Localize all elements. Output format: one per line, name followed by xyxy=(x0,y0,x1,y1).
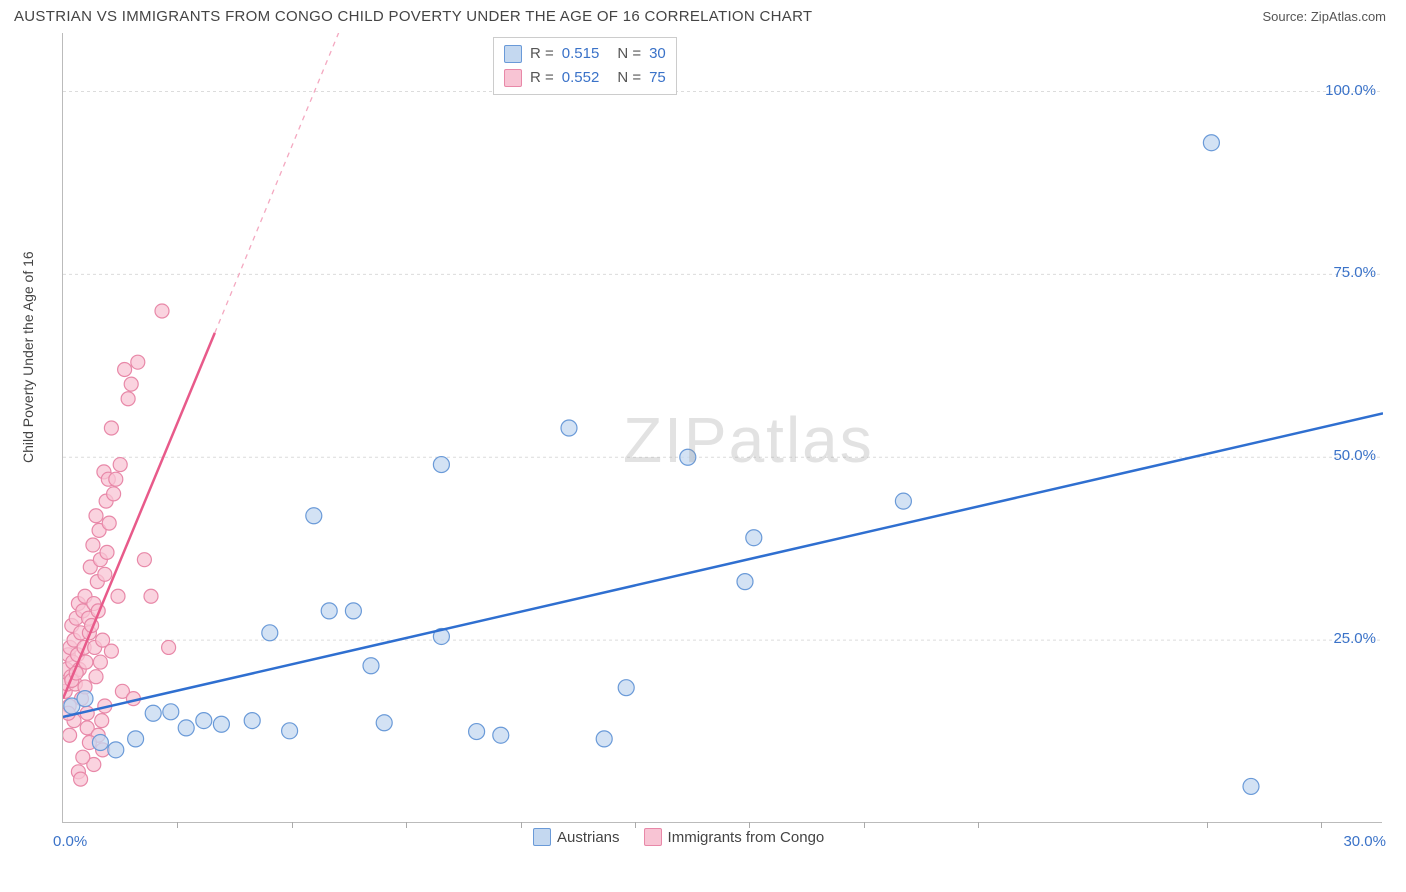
x-tick xyxy=(864,822,865,828)
x-tick xyxy=(1321,822,1322,828)
x-tick xyxy=(635,822,636,828)
r-label: R = xyxy=(530,42,554,66)
scatter-plot: R = 0.515 N = 30 R = 0.552 N = 75 ZIPatl… xyxy=(62,33,1382,823)
swatch-blue-icon xyxy=(504,45,522,63)
r-value-austrians: 0.515 xyxy=(562,42,600,66)
n-value-congo: 75 xyxy=(649,66,666,90)
y-tick-label: 100.0% xyxy=(1316,82,1376,99)
x-tick xyxy=(177,822,178,828)
legend-row-austrians: R = 0.515 N = 30 xyxy=(504,42,666,66)
n-value-austrians: 30 xyxy=(649,42,666,66)
swatch-pink-icon xyxy=(504,69,522,87)
legend-item-congo: Immigrants from Congo xyxy=(644,828,825,846)
y-tick-label: 25.0% xyxy=(1316,630,1376,647)
legend-label: Immigrants from Congo xyxy=(668,829,825,846)
x-tick xyxy=(406,822,407,828)
x-tick xyxy=(1207,822,1208,828)
y-axis-label: Child Poverty Under the Age of 16 xyxy=(20,251,36,463)
correlation-legend: R = 0.515 N = 30 R = 0.552 N = 75 xyxy=(493,37,677,95)
x-axis-min-label: 0.0% xyxy=(53,833,87,850)
source-attribution: Source: ZipAtlas.com xyxy=(1262,9,1386,24)
x-tick xyxy=(978,822,979,828)
y-tick-label: 50.0% xyxy=(1316,447,1376,464)
swatch-blue-icon xyxy=(533,828,551,846)
legend-label: Austrians xyxy=(557,829,620,846)
r-value-congo: 0.552 xyxy=(562,66,600,90)
series-legend: Austrians Immigrants from Congo xyxy=(533,828,824,846)
x-tick xyxy=(749,822,750,828)
legend-item-austrians: Austrians xyxy=(533,828,620,846)
r-label: R = xyxy=(530,66,554,90)
x-tick xyxy=(292,822,293,828)
chart-title: AUSTRIAN VS IMMIGRANTS FROM CONGO CHILD … xyxy=(14,8,812,25)
legend-row-congo: R = 0.552 N = 75 xyxy=(504,66,666,90)
x-tick xyxy=(521,822,522,828)
x-axis-max-label: 30.0% xyxy=(1343,833,1386,850)
n-label: N = xyxy=(617,42,641,66)
y-tick-label: 75.0% xyxy=(1316,264,1376,281)
swatch-pink-icon xyxy=(644,828,662,846)
n-label: N = xyxy=(617,66,641,90)
